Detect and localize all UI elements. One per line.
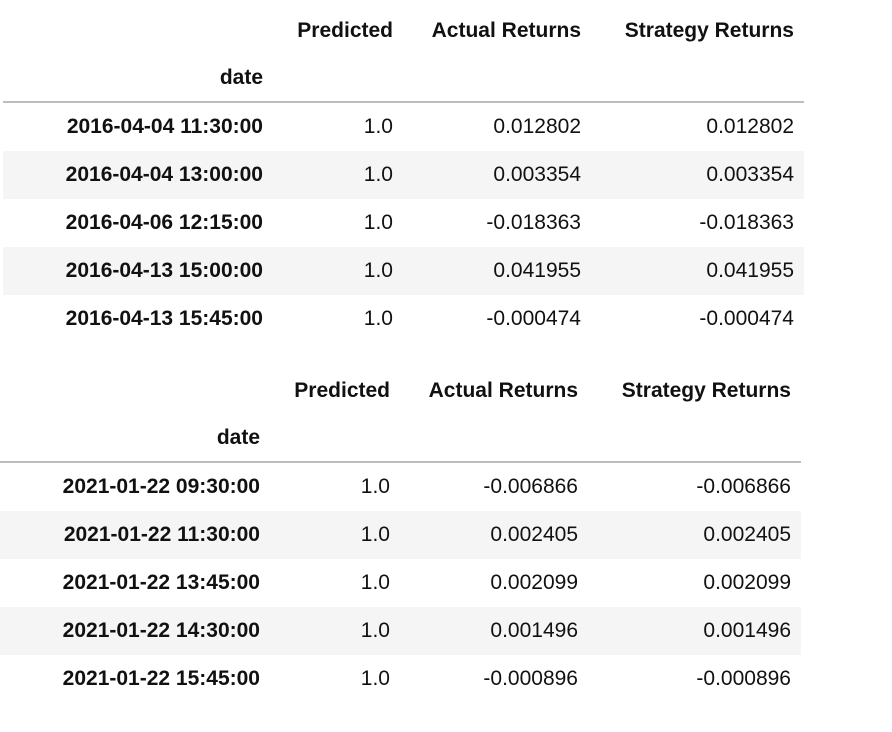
table-row: 2021-01-22 11:30:00 1.0 0.002405 0.00240… (0, 511, 801, 559)
cell-strategy-returns: 0.002099 (703, 571, 791, 594)
row-index: 2021-01-22 14:30:00 (62, 619, 260, 642)
cell-predicted: 1.0 (363, 211, 393, 234)
cell-strategy-returns: -0.000896 (696, 667, 791, 690)
row-index: 2016-04-06 12:15:00 (65, 211, 263, 234)
row-index: 2016-04-13 15:45:00 (65, 307, 263, 330)
index-corner (3, 7, 273, 55)
cell-predicted: 1.0 (360, 523, 390, 546)
cell-actual-returns: -0.000474 (486, 307, 581, 330)
row-index: 2021-01-22 11:30:00 (63, 523, 260, 546)
column-header-strategy-returns: Strategy Returns (621, 379, 791, 402)
table-row: 2016-04-06 12:15:00 1.0 -0.018363 -0.018… (3, 199, 804, 247)
dataframe-tail: Predicted Actual Returns Strategy Return… (0, 367, 801, 703)
table-row: 2016-04-13 15:45:00 1.0 -0.000474 -0.000… (3, 295, 804, 343)
table-row: 2021-01-22 09:30:00 1.0 -0.006866 -0.006… (0, 462, 801, 511)
index-header-row: date (3, 55, 804, 102)
cell-strategy-returns: 0.012802 (706, 115, 794, 138)
table-row: 2021-01-22 15:45:00 1.0 -0.000896 -0.000… (0, 655, 801, 703)
cell-actual-returns: 0.002405 (490, 523, 578, 546)
table-row: 2016-04-04 13:00:00 1.0 0.003354 0.00335… (3, 151, 804, 199)
cell-predicted: 1.0 (363, 115, 393, 138)
cell-strategy-returns: -0.006866 (696, 475, 791, 498)
cell-predicted: 1.0 (360, 475, 390, 498)
cell-predicted: 1.0 (360, 571, 390, 594)
column-header-row: Predicted Actual Returns Strategy Return… (0, 367, 801, 415)
column-header-row: Predicted Actual Returns Strategy Return… (3, 7, 804, 55)
cell-actual-returns: 0.012802 (493, 115, 581, 138)
table-row: 2021-01-22 13:45:00 1.0 0.002099 0.00209… (0, 559, 801, 607)
row-index: 2021-01-22 15:45:00 (62, 667, 260, 690)
cell-strategy-returns: -0.000474 (699, 307, 794, 330)
row-index: 2021-01-22 09:30:00 (62, 475, 260, 498)
dataframe-head: Predicted Actual Returns Strategy Return… (3, 7, 804, 343)
index-name: date (216, 426, 260, 449)
index-name: date (219, 66, 263, 89)
cell-actual-returns: -0.000896 (483, 667, 578, 690)
index-corner (0, 367, 270, 415)
column-header-actual-returns: Actual Returns (428, 379, 578, 402)
cell-actual-returns: -0.018363 (486, 211, 581, 234)
column-header-predicted: Predicted (297, 19, 393, 42)
cell-predicted: 1.0 (363, 259, 393, 282)
cell-strategy-returns: 0.003354 (706, 163, 794, 186)
cell-actual-returns: 0.001496 (490, 619, 578, 642)
index-header-row: date (0, 415, 801, 462)
cell-actual-returns: 0.041955 (493, 259, 581, 282)
cell-strategy-returns: 0.041955 (706, 259, 794, 282)
row-index: 2016-04-13 15:00:00 (65, 259, 263, 282)
cell-predicted: 1.0 (360, 667, 390, 690)
cell-strategy-returns: -0.018363 (699, 211, 794, 234)
table-row: 2016-04-04 11:30:00 1.0 0.012802 0.01280… (3, 102, 804, 151)
row-index: 2016-04-04 11:30:00 (66, 115, 263, 138)
table-row: 2021-01-22 14:30:00 1.0 0.001496 0.00149… (0, 607, 801, 655)
cell-strategy-returns: 0.001496 (703, 619, 791, 642)
column-header-predicted: Predicted (294, 379, 390, 402)
cell-actual-returns: 0.002099 (490, 571, 578, 594)
cell-strategy-returns: 0.002405 (703, 523, 791, 546)
column-header-actual-returns: Actual Returns (431, 19, 581, 42)
cell-predicted: 1.0 (363, 163, 393, 186)
table-row: 2016-04-13 15:00:00 1.0 0.041955 0.04195… (3, 247, 804, 295)
cell-predicted: 1.0 (363, 307, 393, 330)
row-index: 2021-01-22 13:45:00 (62, 571, 260, 594)
cell-predicted: 1.0 (360, 619, 390, 642)
column-header-strategy-returns: Strategy Returns (624, 19, 794, 42)
cell-actual-returns: 0.003354 (493, 163, 581, 186)
cell-actual-returns: -0.006866 (483, 475, 578, 498)
row-index: 2016-04-04 13:00:00 (65, 163, 263, 186)
